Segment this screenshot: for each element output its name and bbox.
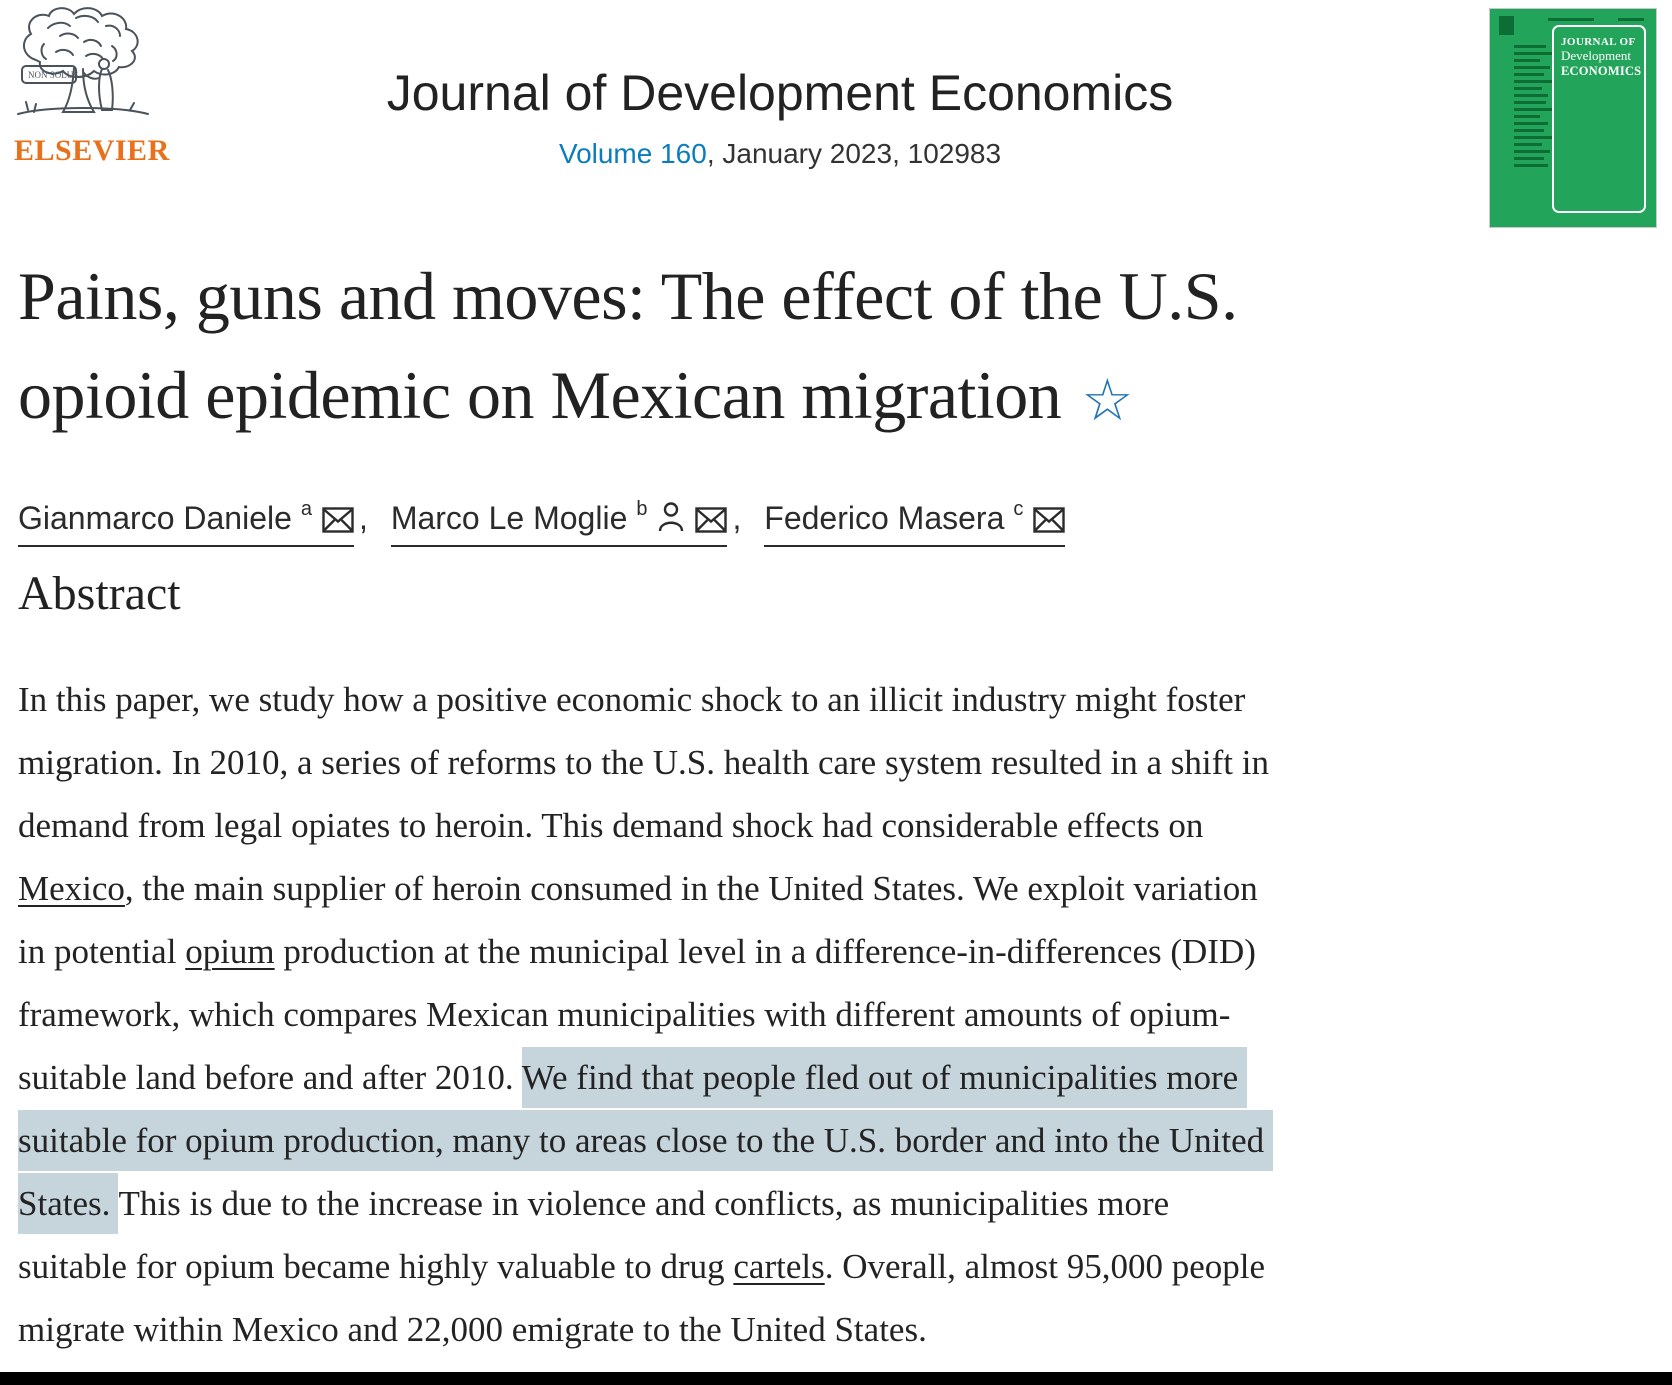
article-title: Pains, guns and moves: The effect of the… (18, 247, 1658, 450)
cover-publisher-mark (1499, 16, 1514, 35)
abstract-text: production at the municipal level in a d… (274, 932, 1256, 971)
cover-top-text (1548, 18, 1594, 21)
abstract-line: migration. In 2010, a series of reforms … (18, 731, 1672, 794)
abstract-line: in potential opium production at the mun… (18, 920, 1672, 983)
cover-title-line: Development (1561, 48, 1632, 63)
abstract-line: suitable for opium production, many to a… (18, 1109, 1672, 1172)
journal-cover-image[interactable]: JOURNAL OF Development ECONOMICS (1489, 8, 1657, 228)
elsevier-logo[interactable]: NON SOLUS ELSEVIER (14, 6, 170, 168)
abstract-line: Mexico, the main supplier of heroin cons… (18, 857, 1672, 920)
person-icon[interactable] (657, 500, 685, 536)
issue-date-text: , January 2023, 102983 (706, 138, 1002, 169)
author-name: Federico Masera (764, 500, 1005, 536)
authors-row: Gianmarco Daniele a, Marco Le Moglie b, Fe… (18, 498, 1066, 547)
abstract-text: suitable for opium became highly valuabl… (18, 1247, 734, 1286)
abstract-text: in potential (18, 932, 186, 971)
author-affiliation-sup: c (1013, 498, 1024, 520)
journal-title-link[interactable]: Journal of Development Economics (386, 65, 1174, 121)
author-affiliation-sup: b (636, 498, 648, 520)
author-affiliation-sup: a (300, 498, 313, 520)
envelope-icon[interactable] (322, 500, 354, 536)
abstract-text: migrate within Mexico and 22,000 emigrat… (18, 1310, 927, 1349)
author-separator: , (359, 500, 377, 536)
author-link[interactable]: Marco Le Moglie b (390, 498, 728, 547)
abstract-text: suitable land before and after 2010. (18, 1058, 522, 1097)
article-title-line2: opioid epidemic on Mexican migration ☆ (18, 357, 1133, 434)
abstract-heading: Abstract (18, 567, 181, 620)
author-name: Marco Le Moglie (390, 500, 628, 536)
cover-title-panel: JOURNAL OF Development ECONOMICS (1552, 25, 1646, 213)
abstract-line: States. This is due to the increase in v… (18, 1172, 1672, 1235)
topic-link[interactable]: Mexico (18, 869, 125, 908)
abstract-text: , the main supplier of heroin consumed i… (124, 869, 1258, 908)
journal-issue-line: Volume 160, January 2023, 102983 (160, 138, 1400, 170)
abstract-line: suitable land before and after 2010. We … (18, 1046, 1672, 1109)
envelope-icon[interactable] (695, 500, 728, 536)
abstract-line: migrate within Mexico and 22,000 emigrat… (18, 1298, 1672, 1361)
highlighted-text: States. (18, 1173, 119, 1234)
abstract-text: In this paper, we study how a positive e… (18, 680, 1246, 719)
elsevier-wordmark[interactable]: ELSEVIER (14, 134, 170, 167)
volume-link[interactable]: Volume 160 (558, 138, 707, 169)
abstract-text: . Overall, almost 95,000 people (824, 1247, 1266, 1286)
journal-header: Journal of Development Economics Volume … (160, 64, 1400, 170)
abstract-text: This is due to the increase in violence … (118, 1184, 1170, 1223)
article-title-line1: Pains, guns and moves: The effect of the… (18, 258, 1238, 334)
cover-top-text (1618, 18, 1644, 21)
cover-toc-lines (1514, 45, 1554, 171)
abstract-body: In this paper, we study how a positive e… (18, 668, 1672, 1361)
topic-link[interactable]: opium (185, 932, 275, 971)
abstract-line: demand from legal opiates to heroin. Thi… (18, 794, 1672, 857)
envelope-icon[interactable] (1033, 500, 1066, 536)
topic-link[interactable]: cartels (733, 1247, 825, 1286)
abstract-line: suitable for opium became highly valuabl… (18, 1235, 1672, 1298)
abstract-text: migration. In 2010, a series of reforms … (18, 743, 1269, 782)
elsevier-tree-icon: NON SOLUS (17, 7, 149, 115)
abstract-text: demand from legal opiates to heroin. Thi… (18, 806, 1204, 845)
cover-title-line: ECONOMICS (1561, 64, 1642, 78)
highlighted-text: suitable for opium production, many to a… (18, 1110, 1273, 1171)
non-solus-banner: NON SOLUS (28, 70, 78, 80)
author-separator: , (732, 500, 751, 536)
footnote-star-icon[interactable]: ☆ (1081, 366, 1133, 434)
author-name: Gianmarco Daniele (18, 500, 292, 536)
abstract-text: framework, which compares Mexican munici… (18, 995, 1231, 1034)
bottom-scrollbar (0, 1372, 1672, 1385)
author-link[interactable]: Federico Masera c (764, 498, 1066, 547)
abstract-line: framework, which compares Mexican munici… (18, 983, 1672, 1046)
highlighted-text: We find that people fled out of municipa… (521, 1047, 1247, 1108)
cover-title-line: JOURNAL OF (1561, 36, 1636, 48)
author-link[interactable]: Gianmarco Daniele a (18, 498, 355, 547)
abstract-line: In this paper, we study how a positive e… (18, 668, 1672, 731)
